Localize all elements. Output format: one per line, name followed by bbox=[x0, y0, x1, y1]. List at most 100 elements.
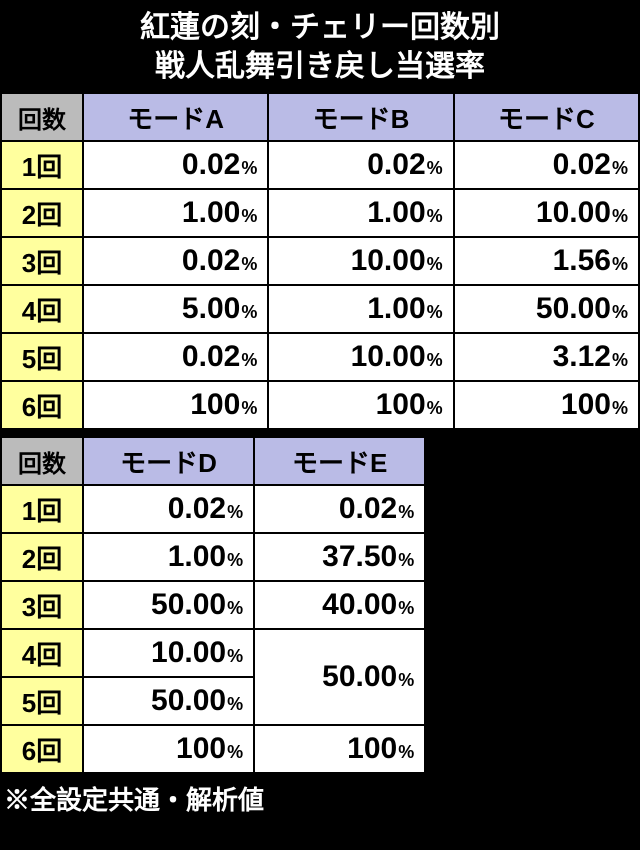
percent-symbol: % bbox=[612, 302, 628, 322]
cell-value: 50.00% bbox=[83, 677, 254, 725]
percent-symbol: % bbox=[398, 670, 414, 690]
title-line-2: 戦人乱舞引き戻し当選率 bbox=[155, 50, 485, 83]
percent-symbol: % bbox=[241, 398, 257, 418]
cell-value: 10.00% bbox=[454, 189, 639, 237]
percent-symbol: % bbox=[398, 598, 414, 618]
cell-value: 37.50% bbox=[254, 533, 425, 581]
percent-symbol: % bbox=[427, 302, 443, 322]
value-number: 1.00 bbox=[182, 196, 240, 229]
value-number: 50.00 bbox=[322, 660, 397, 693]
percent-symbol: % bbox=[227, 694, 243, 714]
percent-symbol: % bbox=[227, 502, 243, 522]
value-number: 50.00 bbox=[536, 292, 611, 325]
percent-symbol: % bbox=[241, 302, 257, 322]
value-number: 50.00 bbox=[151, 588, 226, 621]
cell-value: 100% bbox=[83, 725, 254, 773]
table-row: 3回 0.02% 10.00% 1.56% bbox=[1, 237, 639, 285]
value-number: 40.00 bbox=[322, 588, 397, 621]
value-number: 10.00 bbox=[536, 196, 611, 229]
value-number: 1.56 bbox=[553, 244, 611, 277]
percent-symbol: % bbox=[241, 206, 257, 226]
cell-value: 0.02% bbox=[83, 485, 254, 533]
table-row: 6回 100% 100% 100% bbox=[1, 381, 639, 429]
value-number: 100 bbox=[347, 732, 397, 765]
cell-value: 3.12% bbox=[454, 333, 639, 381]
percent-symbol: % bbox=[612, 158, 628, 178]
value-number: 3.12 bbox=[553, 340, 611, 373]
header-count: 回数 bbox=[1, 437, 83, 485]
value-number: 100 bbox=[561, 388, 611, 421]
value-number: 1.00 bbox=[367, 196, 425, 229]
percent-symbol: % bbox=[227, 742, 243, 762]
table-row: 6回 100% 100% bbox=[1, 725, 425, 773]
table-row: 1回 0.02% 0.02% bbox=[1, 485, 425, 533]
row-label: 2回 bbox=[1, 533, 83, 581]
header-mode-a: モードA bbox=[83, 93, 268, 141]
value-number: 0.02 bbox=[339, 492, 397, 525]
row-label: 2回 bbox=[1, 189, 83, 237]
table-row: 4回 5.00% 1.00% 50.00% bbox=[1, 285, 639, 333]
percent-symbol: % bbox=[612, 350, 628, 370]
cell-value-merged: 50.00% bbox=[254, 629, 425, 725]
percent-symbol: % bbox=[227, 646, 243, 666]
header-count: 回数 bbox=[1, 93, 83, 141]
header-mode-b: モードB bbox=[268, 93, 453, 141]
table2-header-row: 回数 モードD モードE bbox=[1, 437, 425, 485]
row-label: 1回 bbox=[1, 485, 83, 533]
cell-value: 1.56% bbox=[454, 237, 639, 285]
cell-value: 0.02% bbox=[83, 333, 268, 381]
value-number: 10.00 bbox=[351, 244, 426, 277]
percent-symbol: % bbox=[427, 206, 443, 226]
cell-value: 0.02% bbox=[83, 237, 268, 285]
cell-value: 0.02% bbox=[254, 485, 425, 533]
table-row: 2回 1.00% 1.00% 10.00% bbox=[1, 189, 639, 237]
table2-body: 1回 0.02% 0.02% 2回 1.00% 37.50% 3回 50.00%… bbox=[1, 485, 425, 773]
value-number: 10.00 bbox=[351, 340, 426, 373]
percent-symbol: % bbox=[398, 550, 414, 570]
table-row: 2回 1.00% 37.50% bbox=[1, 533, 425, 581]
table-modes-abc: 回数 モードA モードB モードC 1回 0.02% 0.02% 0.02% 2… bbox=[0, 92, 640, 430]
footnote: ※全設定共通・解析値 bbox=[0, 774, 640, 817]
value-number: 5.00 bbox=[182, 292, 240, 325]
table1-header-row: 回数 モードA モードB モードC bbox=[1, 93, 639, 141]
percent-symbol: % bbox=[398, 502, 414, 522]
value-number: 0.02 bbox=[182, 244, 240, 277]
row-label: 5回 bbox=[1, 333, 83, 381]
value-number: 0.02 bbox=[168, 492, 226, 525]
title-line-1: 紅蓮の刻・チェリー回数別 bbox=[140, 11, 500, 44]
value-number: 0.02 bbox=[182, 340, 240, 373]
cell-value: 10.00% bbox=[268, 333, 453, 381]
row-label: 1回 bbox=[1, 141, 83, 189]
page-title: 紅蓮の刻・チェリー回数別 戦人乱舞引き戻し当選率 bbox=[0, 0, 640, 92]
percent-symbol: % bbox=[427, 398, 443, 418]
cell-value: 10.00% bbox=[268, 237, 453, 285]
header-mode-c: モードC bbox=[454, 93, 639, 141]
row-label: 3回 bbox=[1, 581, 83, 629]
cell-value: 0.02% bbox=[268, 141, 453, 189]
row-label: 3回 bbox=[1, 237, 83, 285]
row-label: 5回 bbox=[1, 677, 83, 725]
cell-value: 10.00% bbox=[83, 629, 254, 677]
table-row: 3回 50.00% 40.00% bbox=[1, 581, 425, 629]
percent-symbol: % bbox=[241, 158, 257, 178]
cell-value: 50.00% bbox=[454, 285, 639, 333]
value-number: 0.02 bbox=[367, 148, 425, 181]
value-number: 10.00 bbox=[151, 636, 226, 669]
percent-symbol: % bbox=[427, 158, 443, 178]
row-label: 6回 bbox=[1, 725, 83, 773]
row-label: 4回 bbox=[1, 629, 83, 677]
table-row: 4回 10.00% 50.00% bbox=[1, 629, 425, 677]
cell-value: 0.02% bbox=[83, 141, 268, 189]
percent-symbol: % bbox=[427, 254, 443, 274]
percent-symbol: % bbox=[612, 398, 628, 418]
header-mode-e: モードE bbox=[254, 437, 425, 485]
value-number: 37.50 bbox=[322, 540, 397, 573]
table1-body: 1回 0.02% 0.02% 0.02% 2回 1.00% 1.00% 10.0… bbox=[1, 141, 639, 429]
value-number: 100 bbox=[176, 732, 226, 765]
cell-value: 100% bbox=[254, 725, 425, 773]
table-modes-de: 回数 モードD モードE 1回 0.02% 0.02% 2回 1.00% 37.… bbox=[0, 436, 426, 774]
table-row: 1回 0.02% 0.02% 0.02% bbox=[1, 141, 639, 189]
cell-value: 5.00% bbox=[83, 285, 268, 333]
value-number: 1.00 bbox=[168, 540, 226, 573]
value-number: 0.02 bbox=[182, 148, 240, 181]
